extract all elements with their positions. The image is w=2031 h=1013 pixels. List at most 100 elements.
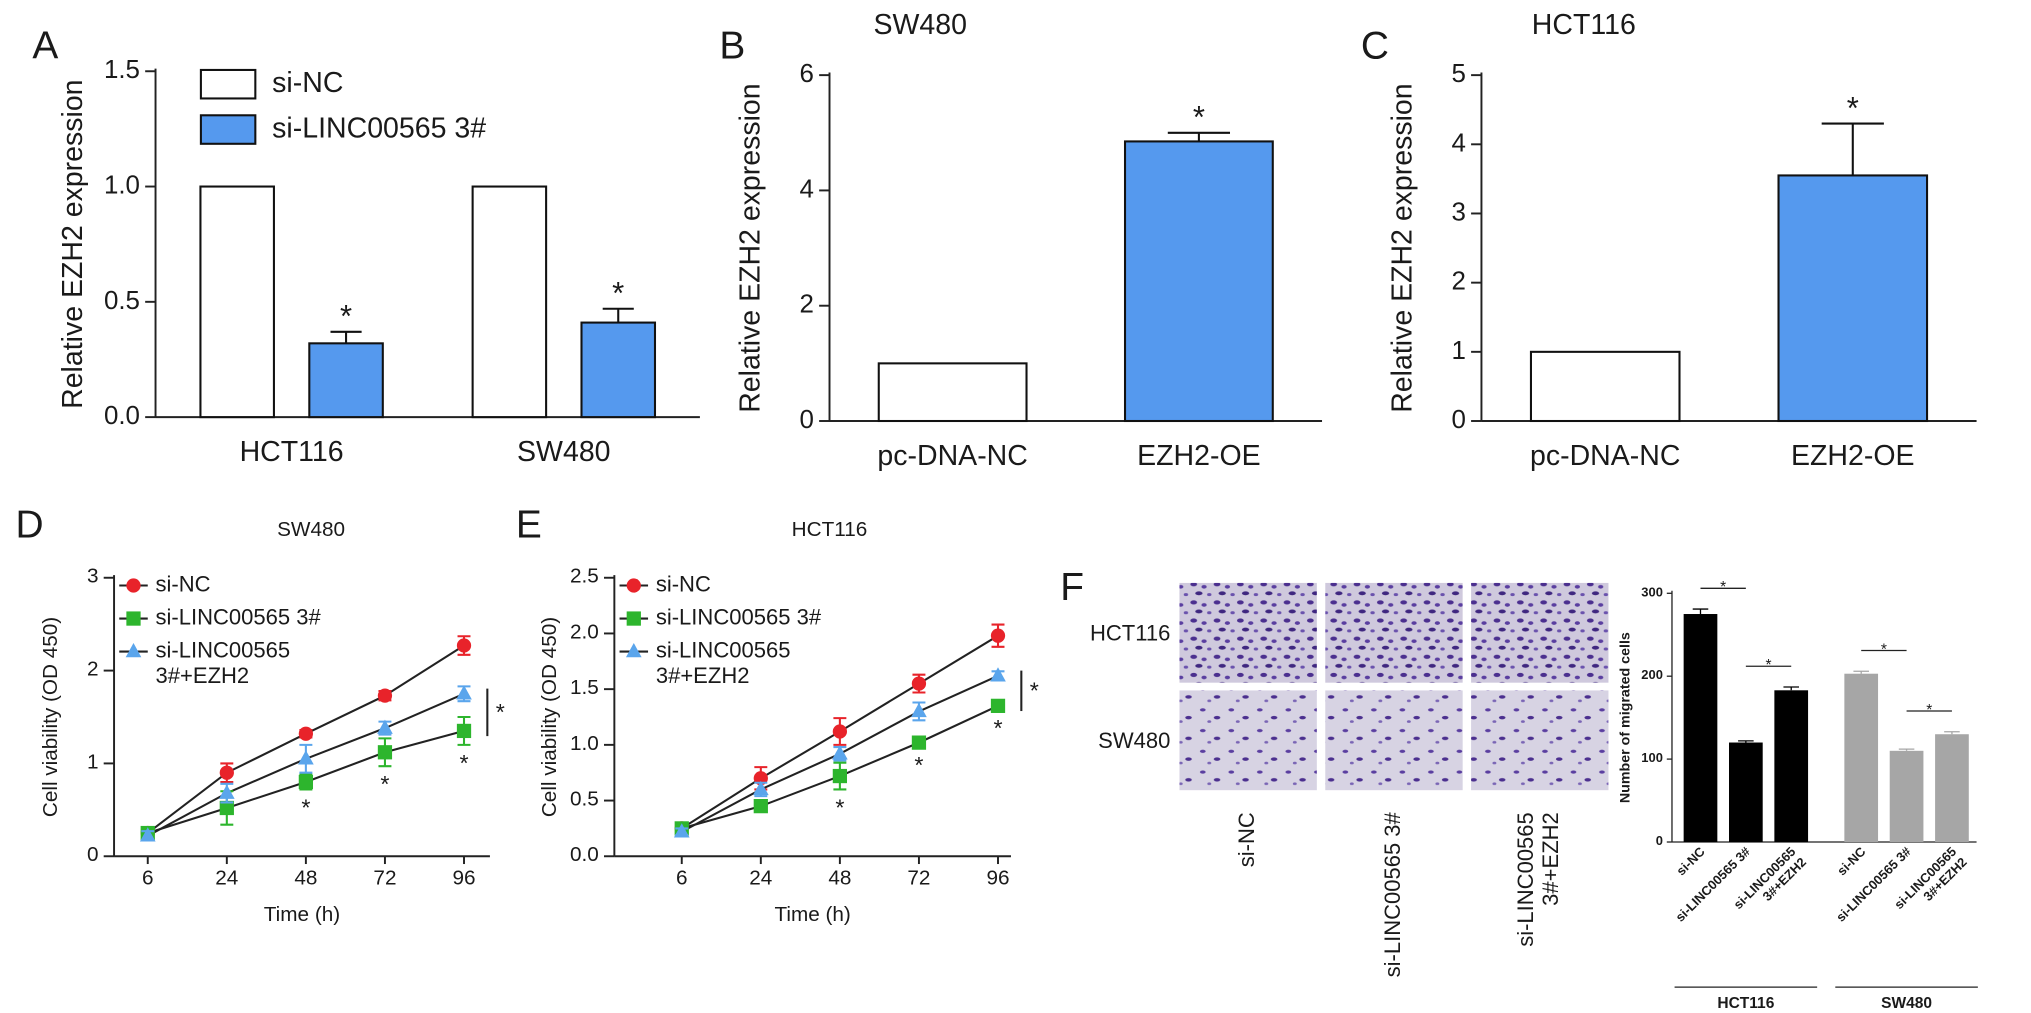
- panel-letter: C: [1361, 24, 1389, 67]
- x-tick-label: 6: [676, 867, 688, 890]
- group-label: SW480: [1881, 995, 1932, 1012]
- micrograph: [1179, 582, 1317, 683]
- bracket-label: *: [1030, 678, 1039, 704]
- bar: [1935, 734, 1969, 843]
- marker: [125, 643, 142, 658]
- error-bar: [1898, 748, 1915, 751]
- panel-title: SW480: [873, 8, 966, 40]
- marker: [832, 745, 848, 760]
- marker: [990, 628, 1006, 643]
- x-tick-label: 24: [749, 867, 772, 890]
- significance-star: *: [993, 715, 1002, 741]
- y-tick-label: 0: [1656, 833, 1663, 848]
- y-axis-label: Cell viability (OD 450): [538, 617, 561, 817]
- marker: [625, 643, 642, 658]
- y-tick-label: 0.0: [570, 844, 599, 867]
- y-tick-label: 2: [87, 658, 99, 681]
- panel-letter: B: [719, 24, 745, 67]
- x-tick-label: si-NC: [1834, 844, 1869, 878]
- y-tick-label: 0.5: [104, 287, 140, 315]
- error-bar: [1738, 740, 1754, 743]
- legend-swatch: [199, 68, 257, 100]
- marker: [832, 768, 848, 784]
- error-bar: [1167, 131, 1231, 142]
- marker: [377, 745, 393, 760]
- significance-star: *: [1766, 657, 1772, 674]
- bar: [580, 321, 657, 419]
- bar: [471, 185, 548, 419]
- y-tick-label: 100: [1641, 751, 1663, 766]
- y-tick-label: 0.0: [104, 402, 140, 430]
- y-tick-label: 2.0: [570, 621, 599, 644]
- y-tick-label: 3: [87, 565, 99, 588]
- marker: [456, 638, 472, 653]
- error-bar: [1692, 608, 1709, 615]
- marker: [753, 799, 768, 814]
- y-tick-label: 1: [1451, 337, 1465, 365]
- y-tick-label: 4: [1451, 129, 1465, 157]
- y-tick-label: 0: [800, 406, 814, 434]
- bar: [1529, 350, 1681, 423]
- x-tick-label: 96: [986, 867, 1009, 890]
- y-tick-label: 300: [1641, 585, 1663, 600]
- panel-title: SW480: [277, 519, 345, 542]
- x-tick-label: EZH2-OE: [1791, 440, 1915, 472]
- y-tick-label: 1.5: [570, 677, 599, 700]
- significance-star: *: [301, 794, 310, 820]
- y-tick-label: 1.0: [104, 171, 140, 199]
- x-tick-label: pc-DNA-NC: [877, 440, 1027, 472]
- y-tick-label: 2: [800, 291, 814, 319]
- marker: [456, 685, 472, 700]
- marker: [752, 780, 769, 796]
- legend-label: si-LINC00565 3#: [272, 112, 486, 144]
- micrograph: [1179, 690, 1317, 791]
- micrograph-column-label: si-NC: [1234, 812, 1259, 867]
- marker: [990, 667, 1006, 682]
- y-tick-label: 6: [800, 60, 814, 88]
- marker: [911, 702, 927, 718]
- micrograph: [1471, 690, 1609, 791]
- error-bar: [1821, 122, 1884, 176]
- marker: [139, 827, 156, 842]
- x-tick-label: pc-DNA-NC: [1530, 440, 1680, 472]
- micrograph-row-label: SW480: [1098, 728, 1170, 753]
- marker: [911, 676, 927, 691]
- error-bar: [1853, 670, 1869, 674]
- bar: [1777, 174, 1929, 423]
- x-tick-label: 24: [215, 867, 238, 890]
- significance-star: *: [1720, 579, 1726, 596]
- panel-letter: D: [16, 504, 44, 547]
- y-axis-label: Cell viability (OD 450): [39, 617, 62, 817]
- marker: [456, 723, 472, 739]
- bar: [1774, 690, 1809, 843]
- micrograph: [1325, 582, 1463, 683]
- bar: [1123, 140, 1274, 423]
- legend-label: si-LINC00565 3#: [656, 604, 822, 629]
- x-tick-label: 48: [294, 867, 317, 890]
- bar: [1889, 750, 1924, 843]
- significance-star: *: [612, 276, 624, 311]
- micrograph-column-label: si-LINC005653#+EZH2: [1513, 812, 1563, 947]
- x-tick-label: 72: [373, 867, 396, 890]
- bar: [1683, 614, 1718, 843]
- marker: [126, 578, 141, 593]
- marker: [298, 774, 314, 790]
- marker: [832, 724, 848, 739]
- x-tick-label: 96: [452, 867, 475, 890]
- y-axis-label: Relative EZH2 expression: [734, 83, 766, 412]
- micrograph-column-label: si-LINC00565 3#: [1380, 811, 1405, 977]
- error-bar: [1783, 686, 1799, 691]
- legend-label: si-NC: [156, 571, 211, 596]
- bar: [877, 362, 1028, 423]
- marker: [990, 698, 1006, 713]
- y-tick-label: 1: [87, 751, 99, 774]
- legend-swatch: [199, 114, 257, 145]
- micrograph: [1471, 582, 1609, 683]
- x-tick-label: HCT116: [240, 436, 344, 468]
- y-tick-label: 0: [1451, 406, 1465, 434]
- y-tick-label: 0.5: [570, 788, 599, 811]
- significance-star: *: [1847, 90, 1859, 125]
- marker: [298, 750, 314, 765]
- x-tick-label: SW480: [517, 436, 610, 468]
